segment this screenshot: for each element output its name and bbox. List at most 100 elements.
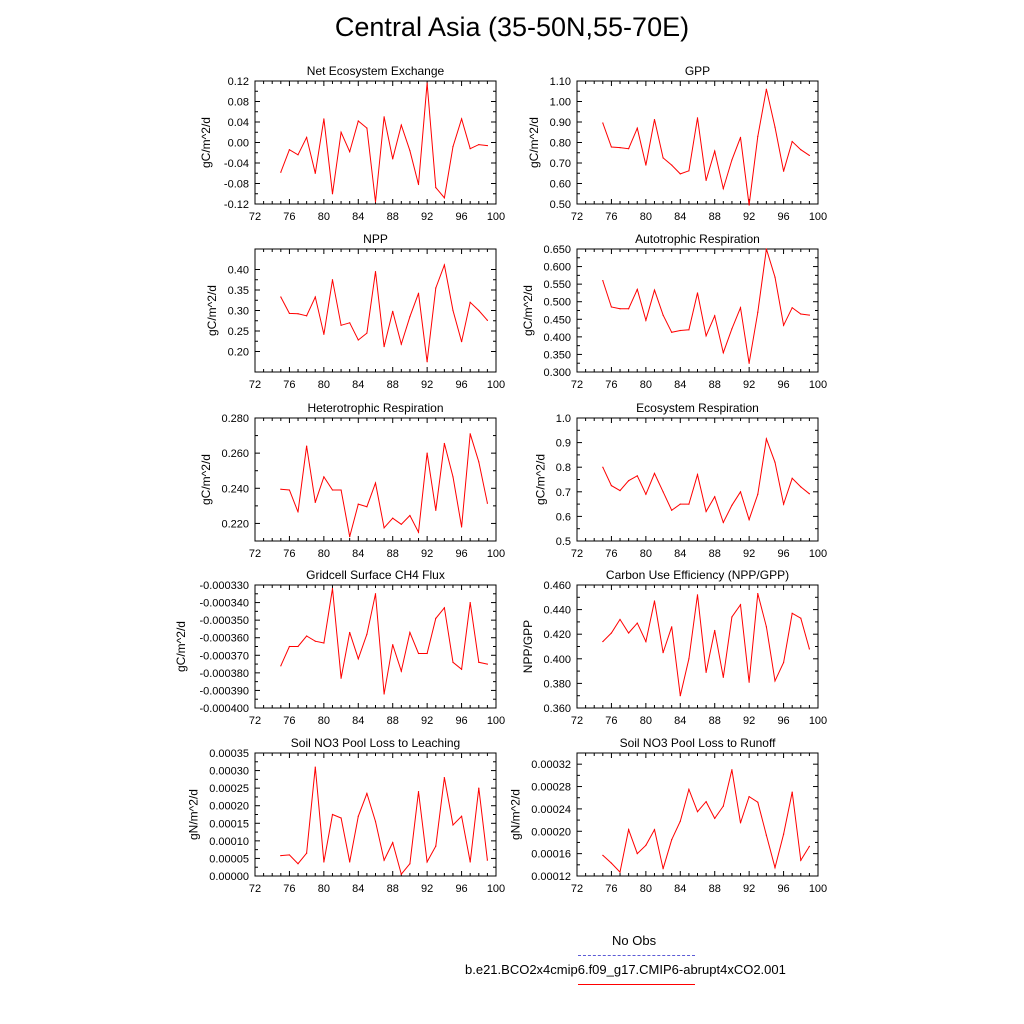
data-point [671, 839, 673, 841]
data-point [331, 813, 334, 816]
y-tick-label: 0.00024 [531, 804, 571, 816]
data-point [610, 632, 613, 634]
y-tick-label: 0.550 [543, 279, 571, 291]
y-tick-label: 0.280 [221, 413, 249, 425]
x-tick-label: 96 [777, 548, 789, 560]
y-tick-label: 1.10 [550, 76, 571, 88]
data-point [679, 329, 681, 332]
x-tick-label: 76 [283, 379, 295, 391]
data-point [748, 204, 750, 206]
y-tick-label: 0.440 [543, 605, 571, 617]
y-axis-label: gC/m^2/d [527, 117, 541, 168]
data-point [662, 157, 664, 159]
x-tick-label: 80 [640, 548, 652, 560]
panel-title: Soil NO3 Pool Loss to Runoff [620, 736, 777, 750]
panel-title: NPP [363, 232, 388, 246]
plot-frame [576, 248, 819, 373]
data-point [297, 863, 299, 865]
y-tick-label: 0.380 [543, 678, 571, 690]
y-axis-label: gN/m^2/d [509, 789, 523, 840]
data-point [426, 652, 428, 655]
y-tick-label: 0.30 [228, 306, 249, 318]
data-point [443, 607, 445, 609]
y-tick-label: 0.220 [221, 518, 249, 530]
main-title: Central Asia (35-50N,55-70E) [334, 12, 690, 42]
x-tick-label: 92 [743, 548, 755, 560]
x-tick-label: 88 [387, 715, 399, 727]
data-point [374, 201, 377, 203]
data-point [671, 626, 673, 628]
data-point [366, 127, 368, 129]
x-tick-label: 80 [318, 379, 330, 391]
data-point [374, 593, 377, 595]
data-point [331, 193, 334, 195]
x-tick-label: 72 [249, 883, 261, 895]
data-point [409, 863, 411, 865]
data-point [782, 170, 785, 172]
data-point [323, 333, 325, 335]
data-point [443, 777, 445, 779]
x-tick-label: 76 [605, 379, 617, 391]
data-point [340, 817, 342, 819]
data-point [739, 604, 742, 606]
x-tick-label: 96 [777, 211, 789, 223]
data-point [671, 509, 673, 511]
y-tick-label: 0.240 [221, 483, 249, 495]
data-point [288, 489, 291, 491]
data-point [714, 817, 716, 820]
data-point [653, 118, 656, 121]
data-point [679, 695, 681, 697]
data-point [696, 117, 699, 119]
data-point [400, 670, 402, 672]
data-point [662, 652, 664, 654]
data-point [331, 279, 334, 281]
data-point [383, 859, 385, 861]
data-point [323, 118, 325, 120]
x-tick-label: 76 [283, 211, 295, 223]
data-point [426, 361, 428, 363]
data-point [688, 658, 690, 660]
y-axis-label: gN/m^2/d [187, 789, 201, 840]
data-point [306, 136, 308, 138]
y-tick-label: 0.00020 [209, 801, 249, 813]
data-point [653, 289, 656, 291]
data-point [645, 640, 647, 643]
y-axis-label: gC/m^2/d [533, 454, 547, 505]
x-tick-label: 100 [809, 715, 827, 727]
data-point [636, 127, 638, 129]
data-point [679, 503, 681, 505]
data-point [417, 183, 420, 186]
data-point [774, 680, 776, 682]
x-tick-label: 96 [455, 883, 467, 895]
x-tick-label: 72 [571, 379, 583, 391]
data-point [748, 518, 750, 521]
y-tick-label: 0.00005 [209, 853, 249, 865]
data-point [731, 328, 733, 330]
data-point [366, 506, 368, 508]
data-point [679, 173, 681, 175]
x-tick-label: 80 [318, 883, 330, 895]
data-point [791, 612, 793, 614]
data-point [705, 335, 707, 337]
y-tick-label: -0.08 [224, 179, 249, 191]
data-point [486, 663, 488, 665]
data-point [808, 493, 810, 495]
data-point [765, 88, 767, 90]
data-point [696, 811, 699, 813]
data-point [619, 147, 621, 149]
data-point [688, 503, 690, 505]
data-point [731, 504, 733, 506]
data-point [452, 661, 454, 663]
data-point [808, 314, 810, 316]
data-point [452, 146, 454, 148]
data-point [409, 631, 411, 634]
data-point [392, 517, 394, 519]
data-point [610, 862, 613, 864]
plot-frame [576, 80, 819, 205]
y-tick-label: 0.60 [550, 179, 571, 191]
y-tick-label: 0.420 [543, 629, 571, 641]
y-tick-label: 0.90 [550, 117, 571, 129]
data-point [349, 151, 351, 153]
data-point [323, 642, 325, 644]
plot-frame [254, 80, 497, 205]
